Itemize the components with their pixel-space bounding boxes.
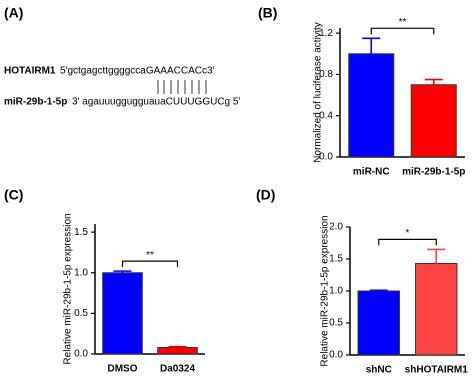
y-tick-label: 1.0 [329,286,343,297]
significance-bracket [121,260,179,268]
y-tick-label: 0.0 [329,350,343,361]
error-bar [362,37,381,54]
bar [348,53,395,158]
y-tick-label: 0.8 [319,69,333,80]
y-tick-label: 0.5 [74,308,88,319]
error-bar [113,270,132,273]
significance-label: ** [146,250,154,261]
bar [415,262,458,356]
y-axis-label: Relative miR-29b-1-5p expression [63,213,74,364]
x-tick-label: DMSO [108,364,138,375]
y-tick-label: 1.2 [319,28,333,39]
y-tick-label: 0.0 [319,152,333,163]
bar [357,290,400,356]
x-tick-label: Da0324 [160,364,195,375]
y-tick-label: 1.5 [74,227,88,238]
panel-label: (B) [258,5,277,21]
y-tick-label: 1.0 [74,267,88,278]
bar [102,272,143,355]
mirna-name: miR-29b-1-5p [4,97,67,108]
x-tick-label: miR-NC [353,167,390,178]
error-bar [369,289,388,292]
y-axis-label: Relative miR-29b-1-5p expression [320,215,331,366]
x-tick-label: miR-29b-1-5p [402,167,465,178]
y-tick-label: 0.0 [74,349,88,360]
y-tick-label: 1.5 [329,254,343,265]
panel-label: (C) [4,187,23,203]
error-bar [427,248,446,264]
error-bar [424,78,443,85]
mirna-sequence: 3' agauuuggugguauaCUUUGGUCg 5' [72,97,240,108]
bar [410,84,457,158]
gene-sequence: 5'gctgagcttggggccaGAAACCACc3' [60,66,215,77]
significance-label: * [406,228,410,239]
y-tick-label: 0.4 [319,110,333,121]
significance-bracket [370,27,435,35]
y-tick-label: 2.0 [329,222,343,233]
pairing-lines [157,80,207,94]
bar [157,347,198,355]
error-bar [168,345,187,348]
panel-label: (D) [256,187,275,203]
gene-name: HOTAIRM1 [4,66,56,77]
x-tick-label: shNC [366,365,392,376]
panel-label: (A) [4,5,23,21]
y-tick-label: 0.5 [329,318,343,329]
y-axis-label: Normalized of luciferase activity [313,22,324,163]
x-tick-label: shHOTAIRM1 [405,365,469,376]
significance-bracket [378,238,437,246]
significance-label: ** [399,17,407,28]
